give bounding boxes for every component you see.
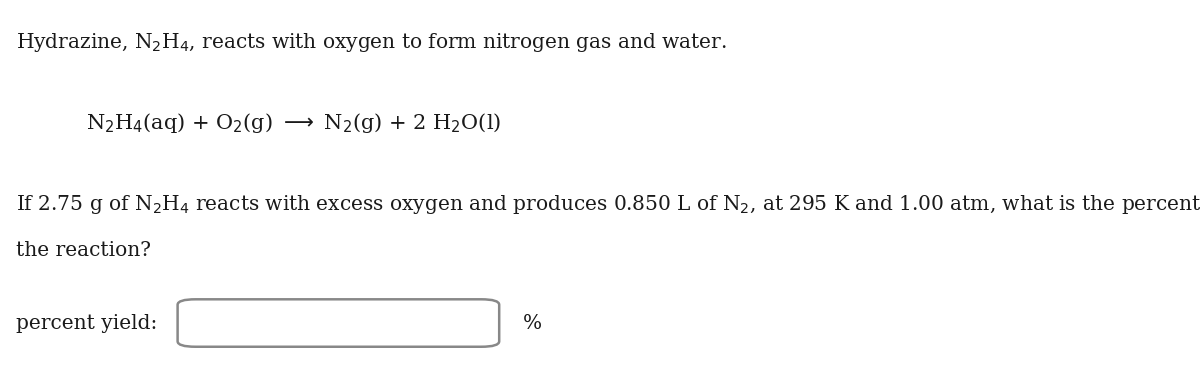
Text: N$_2$H$_4$(aq) + O$_2$(g) $\longrightarrow$ N$_2$(g) + 2 H$_2$O(l): N$_2$H$_4$(aq) + O$_2$(g) $\longrightarr… — [86, 111, 502, 135]
Text: If 2.75 g of N$_2$H$_4$ reacts with excess oxygen and produces 0.850 L of N$_2$,: If 2.75 g of N$_2$H$_4$ reacts with exce… — [16, 193, 1200, 216]
Text: Hydrazine, N$_2$H$_4$, reacts with oxygen to form nitrogen gas and water.: Hydrazine, N$_2$H$_4$, reacts with oxyge… — [16, 31, 727, 54]
Text: the reaction?: the reaction? — [16, 241, 151, 260]
Text: %: % — [523, 314, 542, 333]
FancyBboxPatch shape — [178, 299, 499, 347]
Text: percent yield:: percent yield: — [16, 314, 157, 333]
